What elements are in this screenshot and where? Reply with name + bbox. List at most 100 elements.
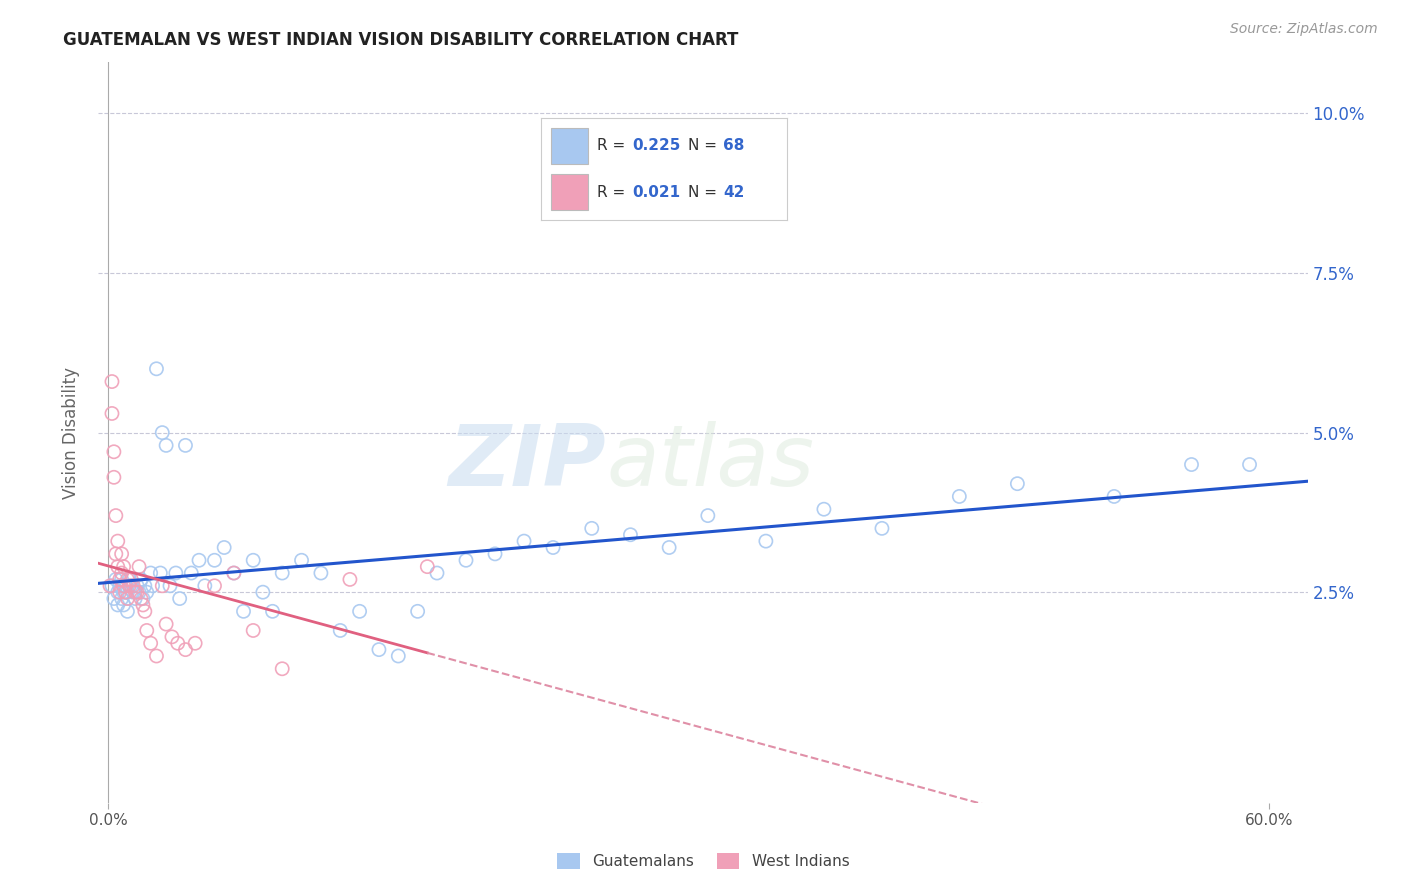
Point (513, 534, 536, 549)
Point (169, 591, 191, 606)
Point (271, 566, 294, 580)
FancyBboxPatch shape (551, 174, 588, 211)
Point (108, 585, 131, 599)
Point (145, 361, 167, 376)
Point (117, 604, 139, 618)
Point (139, 636, 162, 650)
Point (160, 630, 183, 644)
Point (112, 559, 135, 574)
Text: 0.225: 0.225 (631, 138, 681, 153)
Point (129, 573, 152, 587)
Point (262, 604, 284, 618)
Point (180, 566, 202, 580)
Point (484, 547, 506, 561)
Point (406, 604, 429, 618)
FancyBboxPatch shape (551, 128, 588, 164)
Point (870, 521, 893, 535)
Point (174, 642, 197, 657)
Point (252, 585, 274, 599)
Point (122, 585, 145, 599)
Point (132, 598, 155, 612)
Text: 0.021: 0.021 (631, 185, 681, 200)
Point (619, 527, 641, 541)
Point (150, 425, 173, 440)
Point (112, 585, 135, 599)
Point (104, 508, 127, 523)
Point (184, 636, 207, 650)
Point (104, 573, 127, 587)
Point (124, 585, 146, 599)
Point (111, 566, 134, 580)
Point (118, 579, 141, 593)
Point (541, 541, 564, 555)
Point (159, 579, 181, 593)
Point (204, 579, 226, 593)
Point (309, 566, 332, 580)
Point (107, 559, 129, 574)
Point (271, 662, 294, 676)
Point (368, 642, 391, 657)
Point (134, 579, 156, 593)
Point (145, 648, 167, 663)
Point (222, 566, 245, 580)
Point (1007, 476, 1029, 491)
Point (142, 579, 165, 593)
Point (1102, 490, 1125, 504)
Point (426, 566, 449, 580)
Point (155, 438, 177, 452)
Text: ZIP: ZIP (449, 421, 606, 504)
Point (1239, 458, 1261, 472)
Point (112, 579, 135, 593)
Point (339, 573, 361, 587)
Point (127, 585, 149, 599)
Point (416, 559, 439, 574)
Point (118, 573, 141, 587)
Point (581, 521, 603, 535)
Point (112, 598, 135, 612)
Point (103, 444, 125, 458)
Point (204, 553, 226, 567)
Point (222, 566, 245, 580)
Point (134, 604, 156, 618)
Point (242, 624, 264, 638)
Text: Source: ZipAtlas.com: Source: ZipAtlas.com (1230, 22, 1378, 37)
Point (129, 591, 152, 606)
Y-axis label: Vision Disability: Vision Disability (62, 367, 80, 499)
Point (165, 566, 187, 580)
Point (103, 591, 125, 606)
Point (114, 579, 136, 593)
Point (155, 617, 177, 632)
Point (107, 534, 129, 549)
Point (194, 579, 217, 593)
Point (290, 553, 312, 567)
Point (135, 585, 157, 599)
Point (122, 579, 145, 593)
Point (174, 438, 197, 452)
Point (755, 534, 778, 549)
Point (117, 573, 139, 587)
Point (101, 375, 124, 389)
Text: N =: N = (689, 138, 723, 153)
Point (149, 566, 172, 580)
Legend: Guatemalans, West Indians: Guatemalans, West Indians (548, 846, 858, 877)
Point (104, 547, 127, 561)
Text: atlas: atlas (606, 421, 814, 504)
Text: R =: R = (598, 138, 630, 153)
Point (114, 585, 136, 599)
Point (387, 648, 409, 663)
Point (128, 559, 150, 574)
Point (948, 490, 970, 504)
Point (242, 553, 264, 567)
Point (108, 573, 131, 587)
Text: GUATEMALAN VS WEST INDIAN VISION DISABILITY CORRELATION CHART: GUATEMALAN VS WEST INDIAN VISION DISABIL… (63, 31, 738, 49)
Point (188, 553, 211, 567)
Point (117, 585, 139, 599)
Point (120, 573, 142, 587)
Point (135, 624, 157, 638)
Point (107, 598, 129, 612)
Point (101, 579, 124, 593)
Point (329, 624, 352, 638)
Point (103, 470, 125, 484)
Point (117, 591, 139, 606)
Point (454, 553, 477, 567)
